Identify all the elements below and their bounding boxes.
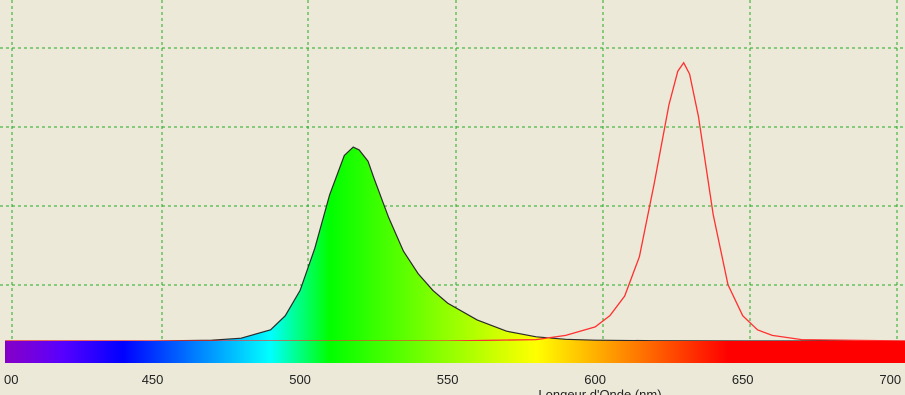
x-tick-label: 650 [732,372,754,387]
x-tick-label: 700 [879,372,901,387]
x-tick-label: 450 [142,372,164,387]
spectrum-color-bar [5,341,905,363]
x-tick-label: 00 [4,372,18,387]
x-tick-label: 550 [437,372,459,387]
x-tick-labels: 00 450 500 550 600 650 700 [4,372,901,387]
series-1-line [5,61,905,342]
series-layer [5,61,905,342]
x-axis-label: Longeur d'Onde (nm) [538,387,661,395]
series-0-line [5,146,905,342]
x-tick-label: 600 [584,372,606,387]
x-tick-label: 500 [289,372,311,387]
grid [0,0,905,341]
